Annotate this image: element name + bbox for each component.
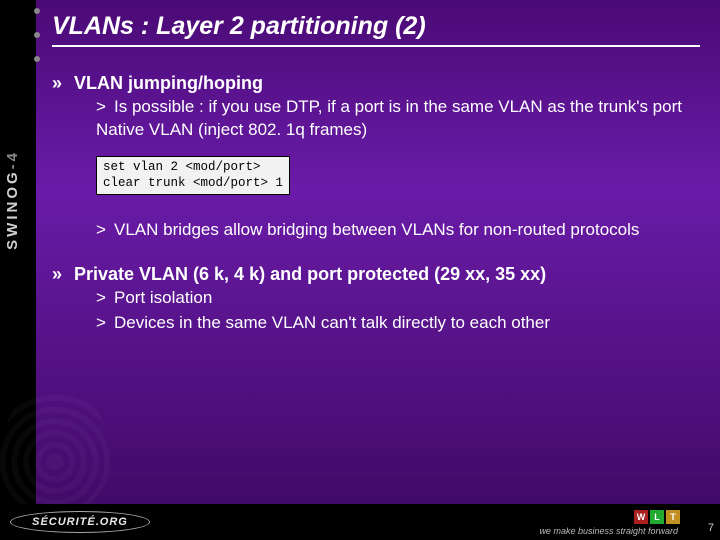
bullet-marker-lvl2: > [96, 287, 114, 310]
bullet-1-sub-1: >Is possible : if you use DTP, if a port… [96, 96, 708, 142]
bullet-2-head-text: Private VLAN (6 k, 4 k) and port protect… [74, 264, 546, 284]
bullet-1-head-text: VLAN jumping/hoping [74, 73, 263, 93]
bullet-1-sub-1-text: Is possible : if you use DTP, if a port … [96, 97, 682, 139]
brand-text: SWINOG [4, 169, 21, 250]
footer-bar: SÉCURITÉ.ORG W L T we make business stra… [0, 504, 720, 540]
wlt-w: W [634, 510, 648, 524]
bullet-2-sub-2-text: Devices in the same VLAN can't talk dire… [114, 313, 550, 332]
bullet-marker-lvl2: > [96, 219, 114, 242]
bullet-1-sub-2: >VLAN bridges allow bridging between VLA… [96, 219, 708, 242]
bullet-1-sub-2-text: VLAN bridges allow bridging between VLAN… [114, 220, 639, 239]
footer-logo: SÉCURITÉ.ORG [10, 511, 150, 533]
wlt-t: T [666, 510, 680, 524]
brand-suffix: -4 [4, 150, 21, 169]
bullet-2-heading: »Private VLAN (6 k, 4 k) and port protec… [52, 264, 708, 285]
wlt-l: L [650, 510, 664, 524]
bullet-1: »VLAN jumping/hoping >Is possible : if y… [52, 73, 708, 242]
slide-body: »VLAN jumping/hoping >Is possible : if y… [52, 73, 708, 335]
bullet-marker-lvl2: > [96, 312, 114, 335]
bullet-2-sub-2: >Devices in the same VLAN can't talk dir… [96, 312, 708, 335]
bullet-marker-lvl1: » [52, 264, 74, 285]
slide-title: VLANs : Layer 2 partitioning (2) [52, 12, 700, 47]
code-block: set vlan 2 <mod/port> clear trunk <mod/p… [96, 156, 290, 195]
footer-logo-text: SÉCURITÉ.ORG [10, 511, 150, 533]
sidebar-dots [34, 8, 42, 62]
slide-content: VLANs : Layer 2 partitioning (2) »VLAN j… [52, 12, 708, 357]
bullet-2: »Private VLAN (6 k, 4 k) and port protec… [52, 264, 708, 335]
vertical-brand: SWINOG-4 [4, 150, 21, 250]
bullet-2-sub-1: >Port isolation [96, 287, 708, 310]
bullet-2-sub-1-text: Port isolation [114, 288, 212, 307]
wlt-badges: W L T [634, 510, 680, 524]
page-number: 7 [708, 522, 714, 534]
bullet-1-heading: »VLAN jumping/hoping [52, 73, 708, 94]
bullet-marker-lvl1: » [52, 73, 74, 94]
footer-tagline: we make business straight forward [539, 526, 678, 536]
bullet-marker-lvl2: > [96, 96, 114, 119]
